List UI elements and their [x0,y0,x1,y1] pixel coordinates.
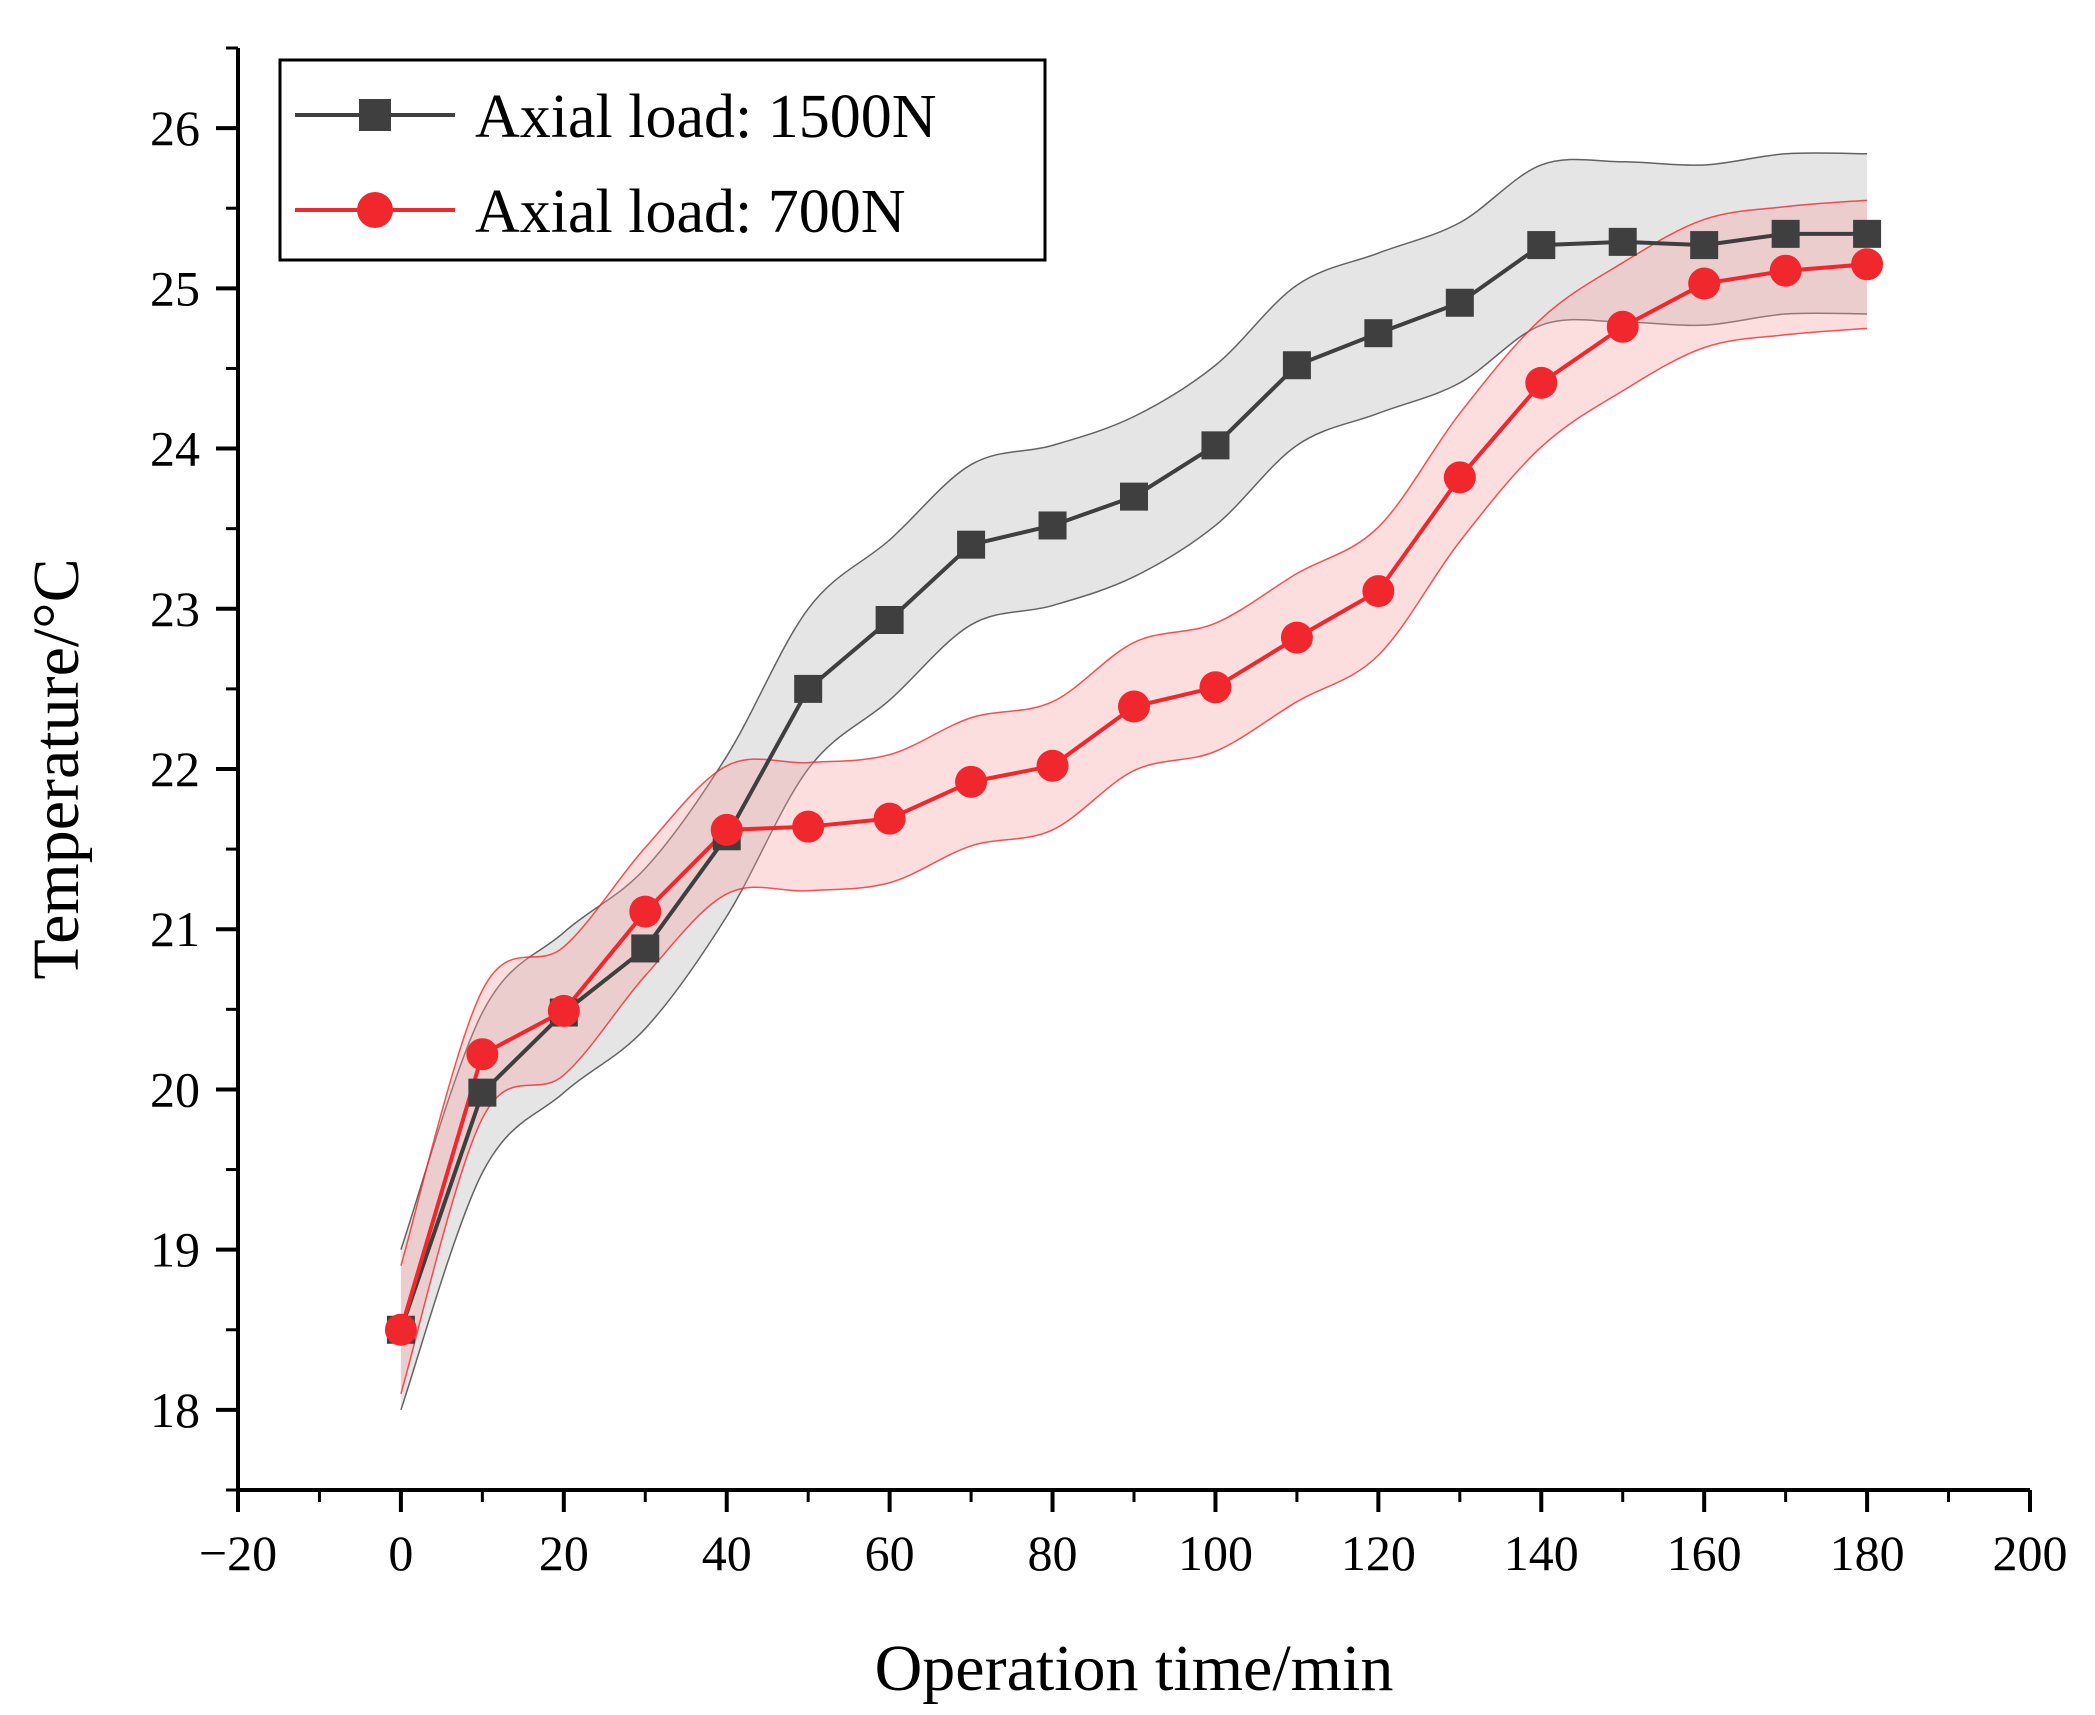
point-series-0-5 [794,674,823,703]
y-tick-label-2: 20 [150,1061,200,1117]
x-tick-label-9: 160 [1667,1525,1742,1581]
point-series-0-3 [631,934,660,963]
confidence-bands [400,152,1868,1411]
x-tick-label-0: −20 [199,1525,277,1581]
x-tick-label-7: 120 [1341,1525,1416,1581]
point-series-0-10 [1201,431,1230,460]
series-markers [384,219,1884,1346]
axes [216,46,2032,1512]
band-upper-edge-series-1 [400,199,1868,1266]
band-upper-edge-series-0 [400,152,1868,1250]
x-tick-label-2: 20 [539,1525,589,1581]
point-series-0-7 [957,530,986,559]
point-series-0-6 [875,605,904,634]
x-tick-label-1: 0 [388,1525,413,1581]
point-series-0-1 [468,1078,497,1107]
point-series-1-15 [1606,310,1639,343]
point-series-0-9 [1120,482,1148,511]
tick-labels: −20 0 20 40 60 80 100 120 140 160 180 200 18 19 20 21 22… [150,100,2068,1581]
y-tick-label-5: 23 [150,581,200,637]
band-lower-edge-series-0 [400,312,1868,1411]
band-lower-edge-series-1 [400,327,1868,1395]
point-series-0-15 [1608,227,1637,256]
point-series-0-17 [1771,219,1800,248]
point-series-1-0 [384,1313,417,1346]
y-tick-label-8: 26 [150,100,200,156]
point-series-1-14 [1525,366,1558,399]
legend-box [278,58,1047,262]
x-tick-label-3: 40 [702,1525,752,1581]
x-tick-label-5: 80 [1028,1525,1078,1581]
y-tick-label-4: 22 [150,741,200,797]
point-series-1-17 [1769,254,1802,287]
point-series-1-8 [1036,749,1069,782]
x-tick-label-10: 180 [1830,1525,1905,1581]
point-series-0-14 [1527,231,1556,260]
x-axis-label: Operation time/min [875,1632,1394,1705]
point-series-1-10 [1199,671,1232,704]
point-series-1-12 [1362,575,1395,608]
legend: Axial load: 1500N Axial load: 700N [278,58,1047,262]
legend-label-1: Axial load: 700N [475,178,906,246]
point-series-1-13 [1443,461,1476,494]
legend-marker-1 [357,192,393,228]
y-axis-label: Temperature/°C [20,558,93,979]
band-series-1 [400,200,1868,1394]
point-series-1-5 [792,810,825,843]
point-series-0-18 [1853,219,1882,248]
y-tick-label-1: 19 [150,1222,200,1278]
y-tick-label-0: 18 [150,1382,200,1438]
y-tick-label-3: 21 [150,901,200,957]
point-series-0-12 [1364,319,1393,348]
line-series-0 [399,231,1868,1331]
legend-label-0: Axial load: 1500N [475,83,937,151]
point-series-1-16 [1688,267,1721,300]
point-series-0-13 [1445,288,1474,317]
x-tick-label-6: 100 [1178,1525,1253,1581]
point-series-0-16 [1690,231,1719,260]
point-series-1-2 [547,994,580,1027]
x-tick-label-4: 60 [865,1525,915,1581]
point-series-1-3 [629,895,662,928]
point-series-1-11 [1280,621,1313,654]
y-tick-label-6: 24 [150,421,200,477]
point-series-0-11 [1282,351,1311,380]
point-series-1-9 [1118,690,1150,723]
legend-marker-0 [359,99,391,131]
y-tick-label-7: 25 [150,260,200,316]
point-series-1-6 [873,802,906,835]
point-series-1-1 [466,1038,499,1071]
point-series-1-4 [710,813,743,846]
point-series-1-18 [1851,248,1884,281]
series-lines [398,231,1868,1331]
point-series-0-8 [1038,511,1067,540]
point-series-1-7 [955,765,988,798]
x-tick-label-11: 200 [1993,1525,2068,1581]
band-series-0 [400,152,1868,1410]
x-tick-label-8: 140 [1504,1525,1579,1581]
